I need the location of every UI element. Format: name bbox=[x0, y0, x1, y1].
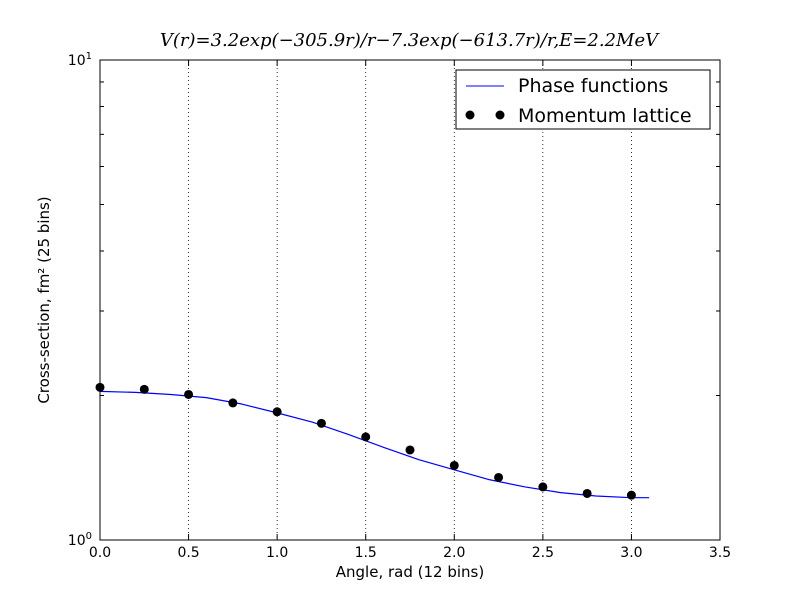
plot-frame bbox=[99, 59, 721, 541]
momentum-lattice-point bbox=[184, 389, 194, 399]
x-tick-label: 2.0 bbox=[443, 545, 465, 561]
y-tick-label: 100 bbox=[68, 531, 92, 549]
momentum-lattice-point bbox=[405, 445, 415, 455]
x-tick-label: 0.5 bbox=[177, 545, 199, 561]
momentum-lattice-point bbox=[361, 432, 371, 442]
y-tick-label: 101 bbox=[68, 51, 92, 69]
chart-title: V(r)=3.2exp(−305.9r)/r−7.3exp(−613.7r)/r… bbox=[160, 30, 660, 51]
momentum-lattice-point bbox=[626, 490, 636, 500]
legend-marker-momentum-lattice bbox=[465, 110, 475, 120]
series-layer bbox=[95, 382, 650, 500]
grid-lines bbox=[188, 60, 632, 540]
x-tick-label: 1.0 bbox=[266, 545, 288, 561]
y-axis-label: Cross-section, fm² (25 bins) bbox=[35, 196, 53, 403]
momentum-lattice-point bbox=[582, 488, 592, 498]
x-tick-label: 3.0 bbox=[620, 545, 642, 561]
y-tick-label-base: 10 bbox=[68, 533, 86, 549]
x-tick-label: 2.5 bbox=[532, 545, 554, 561]
momentum-lattice-point bbox=[538, 482, 548, 492]
momentum-lattice-point bbox=[494, 472, 504, 482]
x-tick-label: 0.0 bbox=[89, 545, 111, 561]
y-tick-label-base: 10 bbox=[68, 53, 86, 69]
x-tick-label: 3.5 bbox=[709, 545, 731, 561]
legend: Phase functions Momentum lattice bbox=[455, 69, 711, 130]
x-axis-label: Angle, rad (12 bins) bbox=[336, 563, 484, 581]
legend-marker-momentum-lattice bbox=[495, 110, 505, 120]
momentum-lattice-point bbox=[449, 460, 459, 470]
y-tick-label-exponent: 0 bbox=[86, 531, 92, 542]
momentum-lattice-point bbox=[272, 407, 282, 417]
momentum-lattice-point bbox=[316, 418, 326, 428]
plot-area bbox=[100, 60, 720, 540]
momentum-lattice-point bbox=[228, 398, 238, 408]
phase-functions-line bbox=[99, 390, 650, 499]
legend-label-momentum-lattice: Momentum lattice bbox=[518, 105, 692, 127]
legend-label-phase-functions: Phase functions bbox=[518, 75, 668, 97]
y-tick-label-exponent: 1 bbox=[86, 51, 92, 62]
momentum-lattice-point bbox=[139, 384, 149, 394]
x-tick-label: 1.5 bbox=[355, 545, 377, 561]
